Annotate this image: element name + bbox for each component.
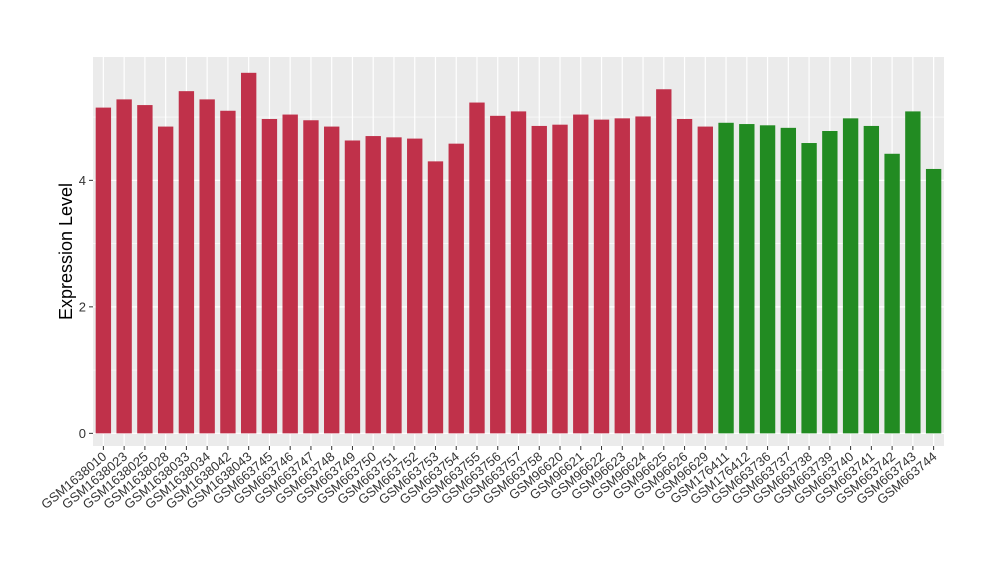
bar-GSM663736: [759, 125, 776, 434]
bar-GSM663749: [344, 140, 361, 434]
bars-layer: [95, 72, 942, 434]
bar-GSM96626: [676, 118, 693, 434]
bar-GSM176412: [739, 124, 755, 434]
bar-GSM663748: [324, 126, 340, 434]
y-tick-label: 4: [79, 173, 86, 188]
bar-GSM1638025: [137, 105, 153, 434]
bar-GSM663738: [801, 143, 817, 434]
bar-GSM1638033: [178, 91, 195, 434]
y-tick-label: 2: [79, 299, 86, 314]
bar-GSM1638010: [95, 107, 112, 434]
bar-GSM176411: [718, 122, 734, 434]
bar-GSM1638034: [199, 99, 215, 434]
bar-GSM663756: [490, 115, 506, 434]
bar-GSM96623: [614, 118, 630, 434]
y-axis-title: Expression Level: [56, 183, 76, 320]
x-axis: GSM1638010GSM1638023GSM1638025GSM1638028…: [38, 446, 940, 512]
bar-GSM663755: [469, 102, 485, 434]
y-axis: 0 2 4: [79, 173, 93, 441]
bar-GSM663758: [531, 125, 547, 434]
bar-GSM96620: [552, 124, 568, 434]
bar-GSM96625: [656, 89, 672, 434]
bar-GSM663746: [282, 114, 298, 434]
bar-GSM1638028: [157, 126, 174, 434]
bar-GSM663744: [925, 168, 942, 434]
bar-GSM96621: [573, 114, 589, 434]
bar-GSM96622: [593, 119, 610, 434]
bar-GSM663751: [386, 137, 402, 434]
y-tick-label: 0: [79, 426, 86, 441]
bar-GSM663750: [365, 136, 381, 434]
bar-GSM663743: [905, 111, 921, 434]
bar-GSM663745: [261, 118, 278, 434]
bar-GSM663747: [303, 120, 319, 434]
bar-GSM96629: [697, 126, 713, 434]
bar-GSM1638042: [220, 110, 236, 434]
bar-GSM663752: [407, 138, 423, 434]
bar-GSM663753: [427, 161, 444, 434]
bar-GSM663757: [510, 111, 527, 434]
bar-GSM663754: [448, 143, 464, 434]
bar-GSM1638043: [240, 72, 257, 434]
bar-GSM663740: [842, 118, 859, 434]
bar-GSM663742: [884, 153, 900, 434]
bar-GSM663741: [863, 125, 880, 434]
bar-GSM663739: [822, 131, 838, 434]
bar-GSM1638023: [116, 99, 132, 434]
bar-GSM96624: [635, 116, 651, 434]
bar-GSM663737: [780, 127, 797, 434]
